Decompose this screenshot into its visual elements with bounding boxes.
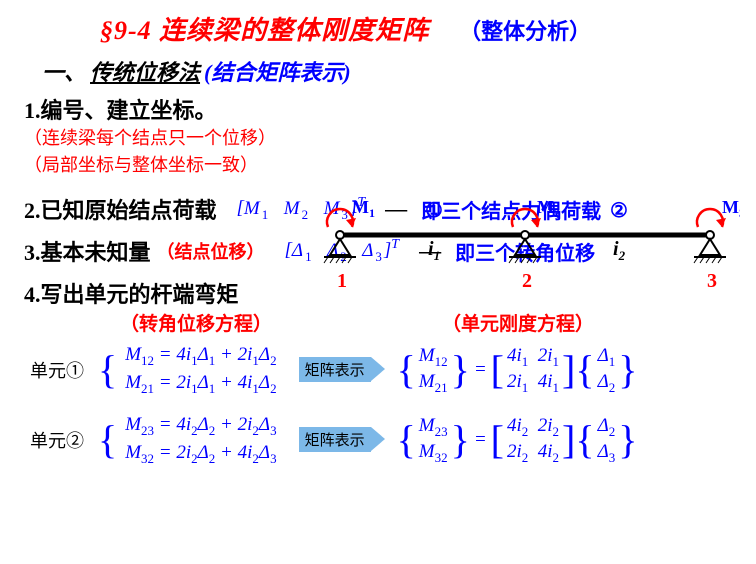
unit-1-eq: M12 = 4i1Δ1 + 2i1Δ2 M21 = 2i1Δ1 + 4i1Δ2: [125, 342, 276, 398]
node-1: 1: [337, 270, 347, 292]
arrow-1: 矩阵表示: [299, 357, 371, 382]
label-m2: M2: [537, 197, 560, 220]
arrow-2: 矩阵表示: [299, 427, 371, 452]
title-row: §9-4 连续梁的整体刚度矩阵 （整体分析）: [0, 0, 756, 47]
step-1-area: 1.编号、建立坐标。 （连续梁每个结点只一个位移） （局部坐标与整体坐标一致）: [0, 87, 756, 179]
label-m1: M1: [352, 197, 375, 220]
node-3: 3: [707, 270, 717, 292]
label-right: （单元刚度方程）: [442, 309, 594, 336]
circle-2: ②: [610, 200, 628, 222]
unit-2-matrix: { M23M32 } = [ 4i2 2i22i2 4i2 ] { Δ2Δ3 }: [397, 414, 638, 466]
step-3-num: 3.基本未知量: [24, 235, 151, 267]
step-1-num: 1.编号、建立坐标。: [24, 98, 217, 123]
section-text-blue: (结合矩阵表示): [204, 60, 351, 85]
step-4-labels: （转角位移方程） （单元刚度方程）: [0, 309, 756, 336]
i1: i1: [428, 238, 440, 263]
unit-1-label: 单元①: [30, 357, 84, 383]
step-2-num: 2.已知原始结点荷载: [24, 193, 217, 225]
unit-1-matrix: { M12M21 } = [ 4i1 2i12i1 4i1 ] { Δ1Δ2 }: [397, 344, 638, 396]
unit-2-row: 单元② { M23 = 4i2Δ2 + 2i2Δ3 M32 = 2i2Δ2 + …: [0, 412, 756, 468]
step-3-paren: （结点位移）: [157, 238, 265, 264]
section-prefix: 一、: [42, 60, 86, 85]
label-m3: M3: [722, 197, 740, 220]
label-left: （转角位移方程）: [120, 309, 272, 336]
unit-2-label: 单元②: [30, 427, 84, 453]
unit-1-row: 单元① { M12 = 4i1Δ1 + 2i1Δ2 M21 = 2i1Δ1 + …: [0, 342, 756, 398]
step-4-num: 4.写出单元的杆端弯矩: [24, 282, 239, 307]
section-header: 一、 传统位移法 (结合矩阵表示): [0, 47, 756, 87]
section-text-black: 传统位移法: [90, 60, 200, 85]
unit-2-eq: M23 = 4i2Δ2 + 2i2Δ3 M32 = 2i2Δ2 + 4i2Δ3: [125, 412, 276, 468]
title-sub: （整体分析）: [459, 14, 591, 46]
node-2: 2: [522, 270, 532, 292]
step-1-note2: （局部坐标与整体坐标一致）: [0, 152, 756, 179]
step-1-note1: （连续梁每个结点只一个位移）: [0, 125, 756, 152]
circle-1: ①: [425, 200, 443, 222]
beam-diagram: M1 M2 M3 ① ② i1 i2 1 2 3: [310, 195, 740, 295]
title-main: §9-4 连续梁的整体刚度矩阵: [100, 10, 429, 47]
step-1: 1.编号、建立坐标。: [0, 87, 756, 125]
i2: i2: [613, 238, 626, 263]
